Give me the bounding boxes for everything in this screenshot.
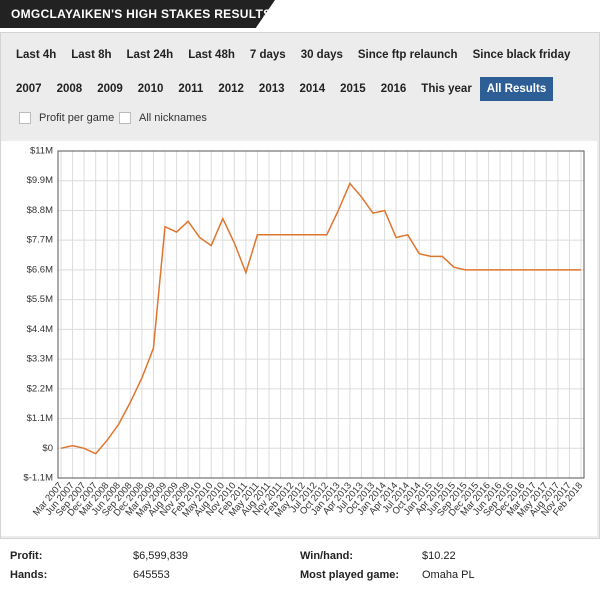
filter-button[interactable]: Last 4h [16,49,57,61]
filter-button[interactable]: Last 24h [126,49,174,61]
stat-label: Profit: [10,550,43,562]
filter-button[interactable]: 2016 [380,83,407,95]
filter-button[interactable]: 30 days [300,49,343,61]
checkbox-label: Profit per game [39,112,115,124]
header: OMGCLAYAIKEN'S HIGH STAKES RESULTS [0,0,600,28]
y-tick-label: $4.4M [27,324,53,335]
y-tick-label: $0 [42,443,53,454]
filter-button[interactable]: Last 48h [188,49,235,61]
filter-row: Last 4h Last 8h Last 24h Last 48h 7 days 30 d… [9,43,577,67]
y-tick-label: $9.9M [27,175,53,186]
stat-value: $6,599,839 [133,550,189,562]
stat-label: Most played game: [300,569,400,581]
filter-button[interactable]: 7 days [249,49,286,61]
header-bar [0,0,275,28]
filter-button[interactable]: 2008 [56,83,83,95]
stat-value: $10.22 [422,550,456,562]
checkbox[interactable]: Profit per game [19,112,114,124]
filter-button[interactable]: 2010 [137,83,164,95]
y-tick-label: $3.3M [27,354,53,365]
y-tick-label: $2.2M [27,383,53,394]
profit-line [60,181,581,455]
filter-button[interactable]: Since ftp relaunch [357,49,458,61]
filter-button[interactable]: 2014 [299,83,326,95]
plot-border [57,150,585,479]
filter-button[interactable]: 2011 [178,83,204,95]
y-tick-label: $11M [30,146,53,157]
filter-button[interactable]: All Results [479,77,554,101]
y-tick-label: $6.6M [27,264,53,275]
filter-button[interactable]: 2007 [16,83,42,95]
checkbox[interactable]: All nicknames [119,112,207,124]
stat-value: 645553 [133,569,170,581]
y-tick-label: $5.5M [27,294,53,305]
y-tick-label: $8.8M [27,205,53,216]
title: OMGCLAYAIKEN'S HIGH STAKES RESULTS [11,7,272,21]
filter-button[interactable]: Since black friday [472,49,571,61]
stat-label: Win/hand: [300,550,354,562]
filter-button[interactable]: 2012 [218,83,244,95]
y-tick-label: $-1.1M [23,473,53,484]
y-tick-label: $1.1M [27,413,53,424]
filter-button[interactable]: Last 8h [71,49,112,61]
checkbox-label: All nicknames [139,112,207,124]
stat-label: Hands: [10,569,48,581]
filter-button[interactable]: This year [421,83,472,95]
filter-button[interactable]: 2015 [340,83,366,95]
filter-button[interactable]: 2013 [258,83,285,95]
y-tick-label: $7.7M [27,235,53,246]
panel: Last 4h Last 8h Last 24h Last 48h 7 days 30 d… [0,32,600,539]
stat-value: Omaha PL [422,569,475,581]
chart: $-1.1M $0 $1.1M $2.2M $3.3M $4.4M $5.5M $6.6M $7… [1,141,597,536]
filter-row: 2007 2008 2009 2010 2011 2012 2013 2014 2015 2016… [9,77,554,101]
stats: Profit: $6,599,839 Hands: 645553 Win/hand: $1… [0,542,600,593]
filter-button[interactable]: 2009 [97,83,123,95]
